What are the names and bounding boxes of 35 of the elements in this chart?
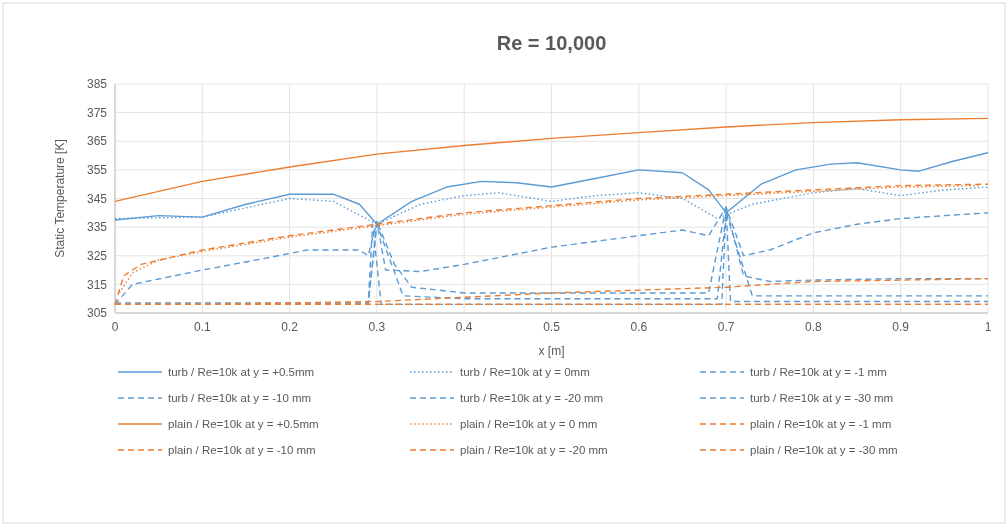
x-axis-title: x [m]	[538, 344, 565, 358]
y-tick-label: 325	[86, 248, 108, 263]
y-tick-label: 305	[86, 306, 108, 321]
x-tick-label: 0	[111, 320, 119, 334]
legend-label: plain / Re=10k at y = 0 mm	[460, 418, 598, 431]
y-tick-label: 375	[86, 105, 108, 120]
y-tick-label: 365	[86, 134, 108, 149]
legend-label: turb / Re=10k at y = -10 mm	[168, 392, 312, 405]
y-tick-label: 385	[86, 77, 108, 92]
legend-label: turb / Re=10k at y = -20 mm	[460, 392, 604, 405]
x-tick-label: 0.8	[805, 320, 823, 334]
y-axis-title: Static Temperature [K]	[53, 139, 67, 258]
x-tick-label: 1	[984, 320, 992, 334]
legend-label: plain / Re=10k at y = -30 mm	[750, 444, 898, 457]
y-tick-label: 315	[86, 277, 108, 292]
legend-label: turb / Re=10k at y = -30 mm	[750, 392, 894, 405]
legend-label: turb / Re=10k at y = -1 mm	[750, 366, 887, 379]
x-tick-label: 0.1	[193, 320, 211, 334]
legend-label: turb / Re=10k at y = +0.5mm	[168, 366, 315, 379]
legend-label: plain / Re=10k at y = -1 mm	[750, 418, 892, 431]
legend-label: plain / Re=10k at y = +0.5mm	[168, 418, 319, 431]
x-tick-label: 0.6	[630, 320, 648, 334]
chart-title: Re = 10,000	[496, 32, 607, 54]
legend-label: turb / Re=10k at y = 0mm	[460, 366, 590, 379]
x-tick-label: 0.2	[281, 320, 299, 334]
legend-label: plain / Re=10k at y = -10 mm	[168, 444, 316, 457]
x-tick-label: 0.4	[455, 320, 473, 334]
y-tick-label: 335	[86, 220, 108, 235]
y-tick-label: 345	[86, 191, 108, 206]
y-tick-label: 355	[86, 163, 108, 178]
x-tick-label: 0.7	[717, 320, 735, 334]
legend-label: plain / Re=10k at y = -20 mm	[460, 444, 608, 457]
x-tick-label: 0.9	[892, 320, 910, 334]
x-tick-label: 0.5	[543, 320, 561, 334]
x-tick-label: 0.3	[368, 320, 386, 334]
